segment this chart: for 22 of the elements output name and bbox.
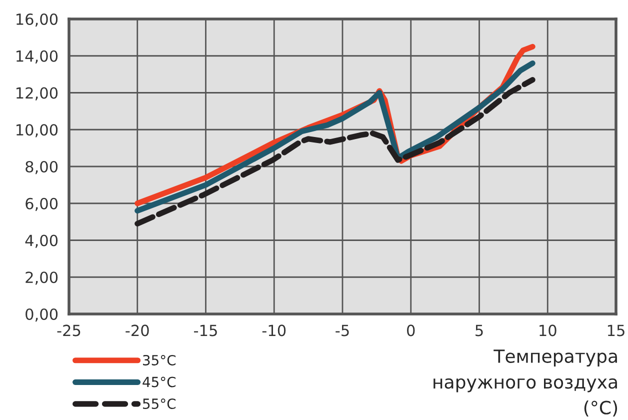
x-axis-title: Температура наружного воздуха (°C) <box>434 350 618 417</box>
y-tick-label: 2,00 <box>26 272 58 285</box>
x-tick-label: -15 <box>194 324 217 336</box>
x-tick-label: -25 <box>57 324 80 336</box>
x-tick-label: -10 <box>262 324 286 336</box>
y-tick-label: 8,00 <box>26 160 58 174</box>
y-tick-label: 0,00 <box>26 308 58 322</box>
x-tick-label: 0 <box>407 324 415 336</box>
y-tick-label: 6,00 <box>26 198 58 211</box>
y-tick-label: 14,00 <box>16 50 58 64</box>
x-tick-label: -20 <box>126 324 149 336</box>
y-tick-label: 10,00 <box>16 124 58 138</box>
x-tick-label: 5 <box>476 324 483 336</box>
legend-label: 45°C <box>142 376 176 388</box>
legend-label: 55°C <box>143 398 176 410</box>
legend-label: 35°C <box>143 354 176 366</box>
y-tick-label: 12,00 <box>16 87 58 100</box>
x-tick-label: 10 <box>540 324 556 336</box>
x-tick-label: -5 <box>336 324 349 336</box>
y-tick-label: 16,00 <box>16 13 58 27</box>
x-tick-label: 15 <box>608 324 624 336</box>
y-tick-label: 4,00 <box>25 234 58 248</box>
